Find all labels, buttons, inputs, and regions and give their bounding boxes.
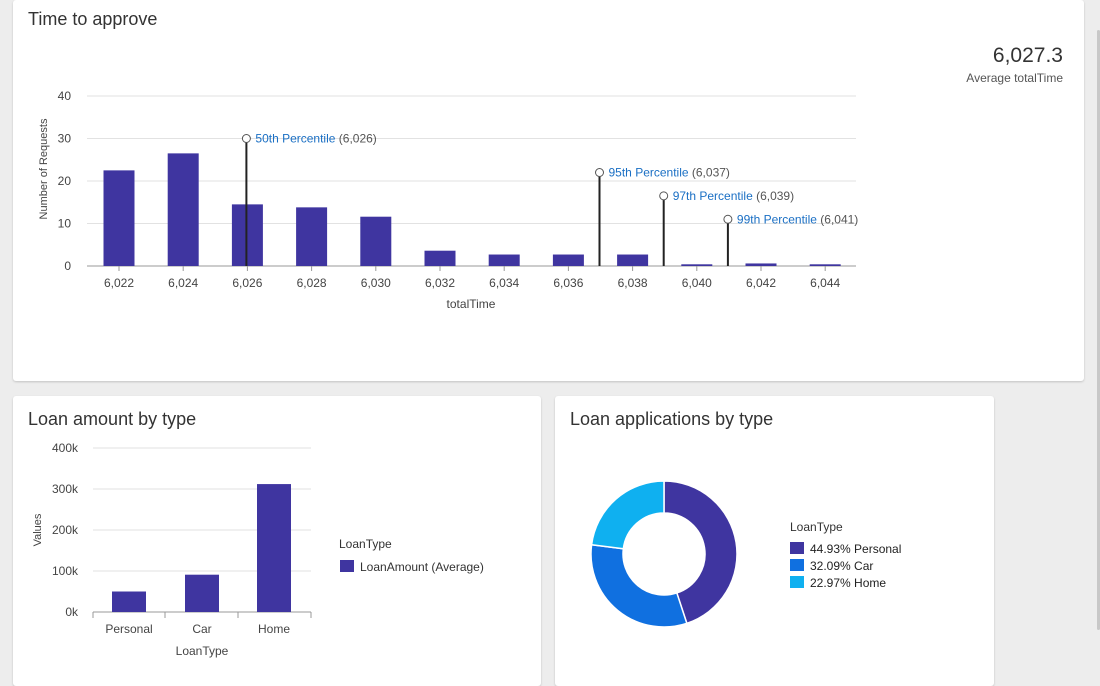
- percentile-label: 99th Percentile (6,041): [737, 212, 858, 226]
- y-tick-label: 20: [58, 174, 72, 188]
- loan-amount-title: Loan amount by type: [28, 409, 197, 429]
- x-tick-label: 6,028: [297, 276, 327, 290]
- x-tick-label: 6,022: [104, 276, 134, 290]
- x-tick-label: Personal: [105, 622, 152, 636]
- percentile-label: 97th Percentile (6,039): [673, 189, 794, 203]
- time-to-approve-title: Time to approve: [28, 9, 158, 29]
- histogram-bar: [296, 207, 328, 266]
- histogram-bar: [552, 254, 584, 266]
- y-tick-label: 400k: [52, 441, 79, 455]
- donut-slice-home: [590, 480, 665, 550]
- histogram-bar: [617, 254, 649, 266]
- x-axis-label: totalTime: [447, 297, 496, 311]
- x-tick-label: 6,032: [425, 276, 455, 290]
- legend-title: LoanType: [339, 537, 392, 551]
- percentile-name[interactable]: 97th Percentile: [673, 189, 756, 203]
- percentile-value: (6,039): [756, 189, 794, 203]
- donut-slice-car: [590, 543, 688, 628]
- histogram-bar: [488, 254, 520, 266]
- y-axis-label: Values: [32, 513, 44, 546]
- loan-applications-title: Loan applications by type: [570, 409, 774, 429]
- legend-swatch: [790, 542, 804, 554]
- histogram-bar: [360, 216, 392, 266]
- percentile-name[interactable]: 99th Percentile: [737, 212, 820, 226]
- x-tick-label: 6,038: [618, 276, 648, 290]
- x-tick-label: 6,036: [553, 276, 583, 290]
- histogram-bar: [681, 264, 713, 266]
- x-tick-label: 6,024: [168, 276, 198, 290]
- loan-applications-card: Loan applications by type LoanType 44.93%…: [555, 396, 994, 686]
- percentile-marker-dot: [241, 134, 251, 143]
- legend-swatch: [790, 576, 804, 588]
- percentile-label: 95th Percentile (6,037): [609, 166, 730, 180]
- loan-amount-bar: [112, 591, 146, 612]
- legend-title: LoanType: [790, 520, 843, 534]
- loan-amount-card: Loan amount by type 0k 100k 200k 300k 400k Va…: [13, 396, 541, 686]
- percentile-label: 50th Percentile (6,026): [255, 132, 376, 146]
- legend-item: LoanAmount (Average): [360, 560, 484, 574]
- x-tick-label: 6,042: [746, 276, 776, 290]
- y-tick-label: 0k: [65, 605, 79, 619]
- average-totaltime-value: 6,027.3: [992, 44, 1063, 67]
- legend-item: 32.09% Car: [810, 559, 873, 573]
- histogram-bar: [167, 153, 199, 266]
- percentile-marker-dot: [659, 191, 669, 201]
- percentile-name[interactable]: 95th Percentile: [609, 166, 692, 180]
- y-axis-label: Number of Requests: [38, 118, 50, 219]
- y-tick-label: 300k: [52, 482, 79, 496]
- loan-amount-bar: [185, 574, 219, 612]
- x-tick-label: 6,044: [810, 276, 840, 290]
- loan-amount-chart: 0k 100k 200k 300k 400k Values Personal Car Home L…: [32, 441, 484, 658]
- loan-applications-chart: LoanType 44.93% Personal 32.09% Car 22.97% …: [590, 480, 901, 628]
- x-tick-label: Home: [258, 622, 290, 636]
- percentile-value: (6,037): [692, 166, 730, 180]
- y-tick-label: 40: [58, 89, 72, 103]
- x-tick-label: Car: [192, 622, 211, 636]
- histogram-bar: [424, 250, 456, 266]
- legend-swatch: [790, 559, 804, 571]
- histogram-bar: [745, 263, 777, 266]
- percentile-value: (6,026): [339, 132, 377, 146]
- loan-amount-bar: [257, 484, 291, 612]
- y-tick-label: 200k: [52, 523, 79, 537]
- y-tick-label: 0: [64, 259, 71, 273]
- time-to-approve-chart: 0 10 20 30 40 Number of Requests 6,022 6,024 6,0…: [38, 89, 858, 311]
- x-axis-label: LoanType: [176, 644, 229, 658]
- y-tick-label: 100k: [52, 564, 79, 578]
- page-scrollbar[interactable]: [1097, 30, 1100, 630]
- average-totaltime-label: Average totalTime: [966, 71, 1063, 85]
- y-tick-label: 30: [58, 132, 72, 146]
- donut-slice-personal: [663, 480, 738, 625]
- x-tick-label: 6,030: [361, 276, 391, 290]
- histogram-bar: [103, 170, 135, 266]
- x-tick-label: 6,040: [682, 276, 712, 290]
- time-to-approve-card: Time to approve 6,027.3 Average totalTim…: [13, 0, 1084, 381]
- legend-item: 22.97% Home: [810, 576, 886, 590]
- y-tick-label: 10: [58, 217, 72, 231]
- percentile-value: (6,041): [820, 212, 858, 226]
- percentile-marker-dot: [595, 168, 604, 177]
- percentile-marker-dot: [723, 214, 733, 224]
- histogram-bar: [809, 264, 841, 266]
- legend-swatch: [340, 560, 354, 572]
- legend-item: 44.93% Personal: [810, 542, 901, 556]
- x-tick-label: 6,034: [489, 276, 519, 290]
- percentile-name[interactable]: 50th Percentile: [255, 132, 338, 146]
- x-tick-label: 6,026: [232, 276, 262, 290]
